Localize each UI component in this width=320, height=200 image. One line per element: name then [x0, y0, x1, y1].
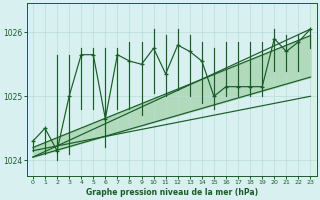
X-axis label: Graphe pression niveau de la mer (hPa): Graphe pression niveau de la mer (hPa) — [86, 188, 258, 197]
